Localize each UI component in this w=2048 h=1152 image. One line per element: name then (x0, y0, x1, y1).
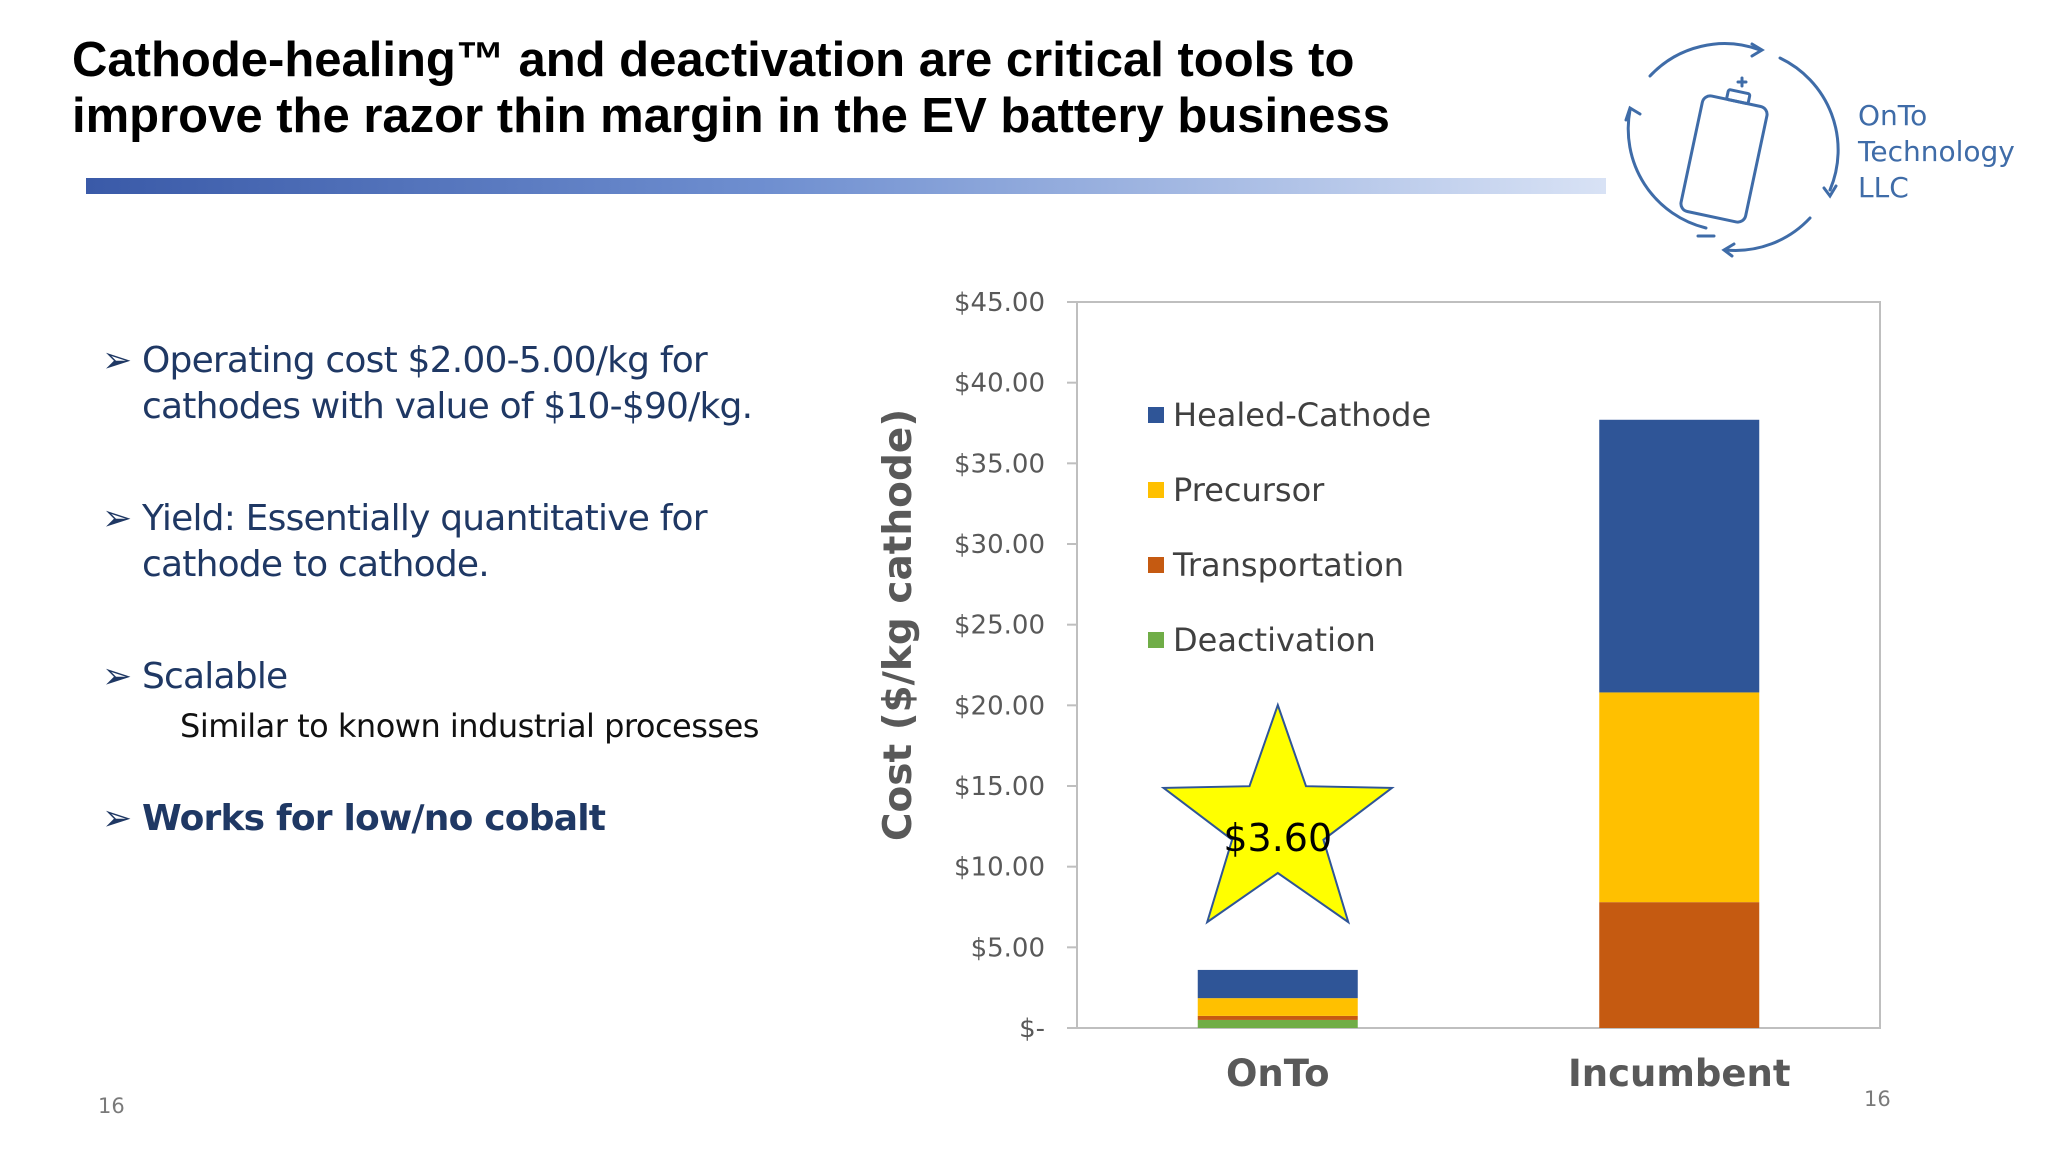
y-tick-label: $20.00 (954, 691, 1045, 721)
company-name-line-2: Technology (1858, 135, 2015, 168)
legend-swatch (1148, 632, 1164, 648)
bullet-text-line: Operating cost $2.00-5.00/kg for (142, 340, 708, 381)
company-name-line-3: LLC (1858, 171, 1909, 204)
y-tick-label: $45.00 (954, 288, 1045, 318)
bullet-operating-cost: ➢ Operating cost $2.00-5.00/kg for catho… (102, 338, 862, 496)
recycling-battery-icon (1624, 42, 1840, 258)
bar-segment-healed-cathode (1197, 969, 1358, 999)
bullet-text-line: cathode to cathode. (142, 544, 490, 585)
arrowhead-bullet-icon: ➢ (102, 798, 133, 839)
y-axis-ticks: $- $5.00 $10.00 $15.00 $20.00 $25.00 $30.00 $35… (954, 288, 1077, 1044)
y-tick-label: $40.00 (954, 369, 1045, 399)
y-tick-label: $30.00 (954, 530, 1045, 560)
bar-segment-transportation (1197, 1015, 1358, 1020)
bar-segment-precursor (1599, 692, 1760, 903)
bar-segment-deactivation (1197, 1019, 1358, 1028)
bar-segment-healed-cathode (1599, 419, 1760, 693)
legend-swatch (1148, 482, 1164, 498)
x-category-label: OnTo (1226, 1052, 1330, 1095)
y-tick-label: $5.00 (971, 933, 1045, 963)
legend-swatch (1148, 407, 1164, 423)
cost-stacked-bar-chart: $- $5.00 $10.00 $15.00 $20.00 $25.00 $30.00 $35… (876, 288, 1881, 1095)
y-tick-label: $15.00 (954, 772, 1045, 802)
bullet-subtext: Similar to known industrial processes (180, 707, 759, 745)
legend-label: Healed-Cathode (1173, 396, 1431, 434)
slide-title: Cathode-healing™ and deactivation are cr… (72, 32, 1552, 144)
y-tick-label: $25.00 (954, 611, 1045, 641)
bar-segment-precursor (1197, 998, 1358, 1016)
arrowhead-bullet-icon: ➢ (102, 340, 133, 381)
bar-segments (1197, 419, 1760, 1028)
company-name: OnTo Technology LLC (1858, 98, 2038, 206)
y-tick-label: $10.00 (954, 853, 1045, 883)
slide-title-line-1: Cathode-healing™ and deactivation are cr… (72, 33, 1355, 87)
star-annotation: $3.60 (1160, 701, 1395, 925)
y-axis-title: Cost ($/kg cathode) (876, 409, 921, 841)
bar-segment-transportation (1599, 902, 1760, 1028)
x-category-label: Incumbent (1568, 1052, 1791, 1095)
company-logo (1624, 42, 1840, 258)
slide-title-line-2: improve the razor thin margin in the EV … (72, 89, 1390, 143)
arrowhead-bullet-icon: ➢ (102, 656, 133, 697)
legend-label: Transportation (1172, 546, 1404, 584)
page-number-right: 16 (1864, 1087, 1891, 1111)
y-tick-label: $- (1019, 1014, 1045, 1044)
legend-swatch (1148, 557, 1164, 573)
title-underline-bar (86, 178, 1606, 194)
star-annotation-label: $3.60 (1223, 816, 1332, 860)
legend-label: Precursor (1173, 471, 1325, 509)
bullet-text-line: Scalable (142, 656, 288, 697)
arrowhead-bullet-icon: ➢ (102, 498, 133, 539)
bullet-list: ➢ Operating cost $2.00-5.00/kg for catho… (102, 338, 862, 842)
x-axis-labels: OnTo Incumbent (1226, 1052, 1791, 1095)
bullet-text-line: Works for low/no cobalt (142, 798, 606, 839)
page-number-left: 16 (98, 1094, 125, 1118)
bullet-low-cobalt: ➢ Works for low/no cobalt (102, 796, 862, 842)
company-name-line-1: OnTo (1858, 99, 1928, 132)
bullet-yield: ➢ Yield: Essentially quantitative for ca… (102, 496, 862, 654)
bullet-scalable: ➢ Scalable Similar to known industrial p… (102, 654, 862, 796)
bullet-text-line: Yield: Essentially quantitative for (142, 498, 708, 539)
y-tick-label: $35.00 (954, 449, 1045, 479)
star-shape (1160, 701, 1395, 925)
plot-area-border (1076, 301, 1881, 1029)
legend-label: Deactivation (1173, 621, 1376, 659)
chart-legend: Healed-Cathode Precursor Transportation Dea… (1148, 396, 1431, 659)
bullet-text-line: cathodes with value of $10-$90/kg. (142, 386, 753, 427)
